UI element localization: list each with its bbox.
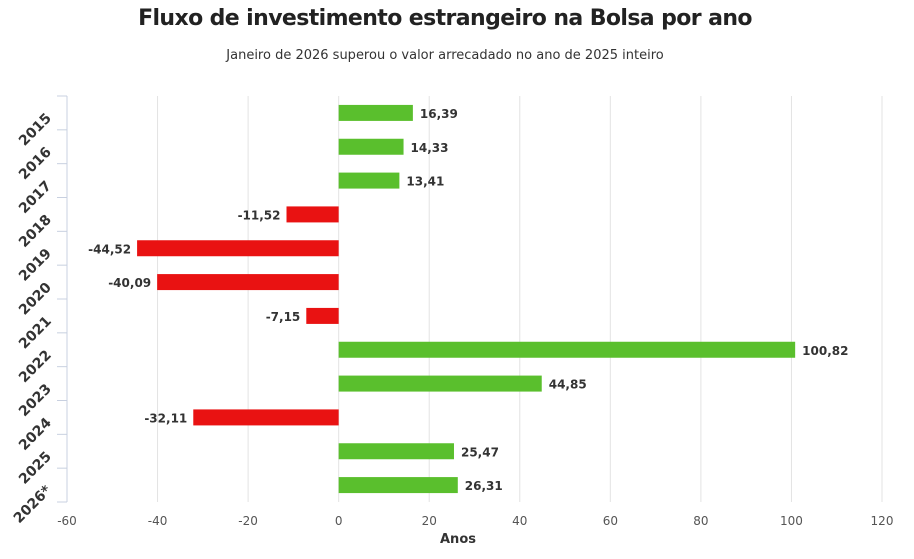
y-category-label: 2025 — [16, 449, 55, 488]
x-tick-label: 20 — [422, 514, 437, 528]
bar — [338, 375, 542, 392]
grid-lines — [157, 96, 883, 502]
x-tick-label: 60 — [603, 514, 618, 528]
x-tick-label: 40 — [512, 514, 527, 528]
bar — [338, 443, 454, 460]
bar — [338, 477, 458, 494]
x-tick-label: -60 — [57, 514, 77, 528]
bar — [137, 240, 339, 257]
y-category-label: 2020 — [16, 279, 55, 318]
data-label: -11,52 — [238, 208, 281, 222]
data-label: 25,47 — [461, 445, 499, 459]
y-category-label: 2022 — [16, 347, 55, 386]
data-label: 26,31 — [465, 479, 503, 493]
data-label: -44,52 — [88, 242, 131, 256]
data-label: 13,41 — [406, 175, 444, 189]
bar — [338, 104, 413, 121]
y-category-label: 2024 — [16, 415, 55, 454]
y-category-label: 2021 — [16, 313, 55, 352]
bar — [338, 172, 400, 189]
x-tick-label: 0 — [335, 514, 343, 528]
y-category-label: 2026* — [11, 482, 56, 527]
bar — [193, 409, 339, 426]
x-axis-title: Anos — [440, 532, 476, 547]
data-label: 44,85 — [549, 378, 587, 392]
x-tick-label: 80 — [693, 514, 708, 528]
axes: -60 -40 -20 0 20 40 60 80 100 120 2015201620172018… — [11, 95, 894, 528]
y-category-label: 2016 — [16, 144, 55, 183]
x-tick-label: 120 — [871, 514, 894, 528]
data-label: -40,09 — [108, 276, 151, 290]
bar — [157, 274, 339, 291]
bars — [137, 104, 796, 494]
x-tick-label: 100 — [780, 514, 803, 528]
x-tick-label: -20 — [238, 514, 258, 528]
bar — [306, 307, 339, 324]
bar — [338, 138, 404, 155]
y-category-label: 2017 — [16, 178, 55, 217]
chart-subtitle: Janeiro de 2026 superou o valor arrecada… — [226, 48, 664, 63]
bar — [286, 206, 339, 223]
data-label: -7,15 — [266, 310, 301, 324]
y-category-label: 2023 — [16, 381, 55, 420]
y-category-label: 2015 — [16, 110, 55, 149]
chart-title: Fluxo de investimento estrangeiro na Bol… — [138, 6, 752, 31]
y-category-label: 2018 — [16, 212, 55, 251]
data-label: -32,11 — [144, 411, 187, 425]
x-tick-label: -40 — [148, 514, 168, 528]
data-labels: 16,39 14,33 13,41 -11,52 -44,52 -40,09 -7,15 10… — [88, 107, 848, 493]
bar — [338, 341, 796, 358]
data-label: 16,39 — [420, 107, 458, 121]
data-label: 100,82 — [802, 344, 848, 358]
data-label: 14,33 — [411, 141, 449, 155]
y-category-label: 2019 — [16, 246, 55, 285]
